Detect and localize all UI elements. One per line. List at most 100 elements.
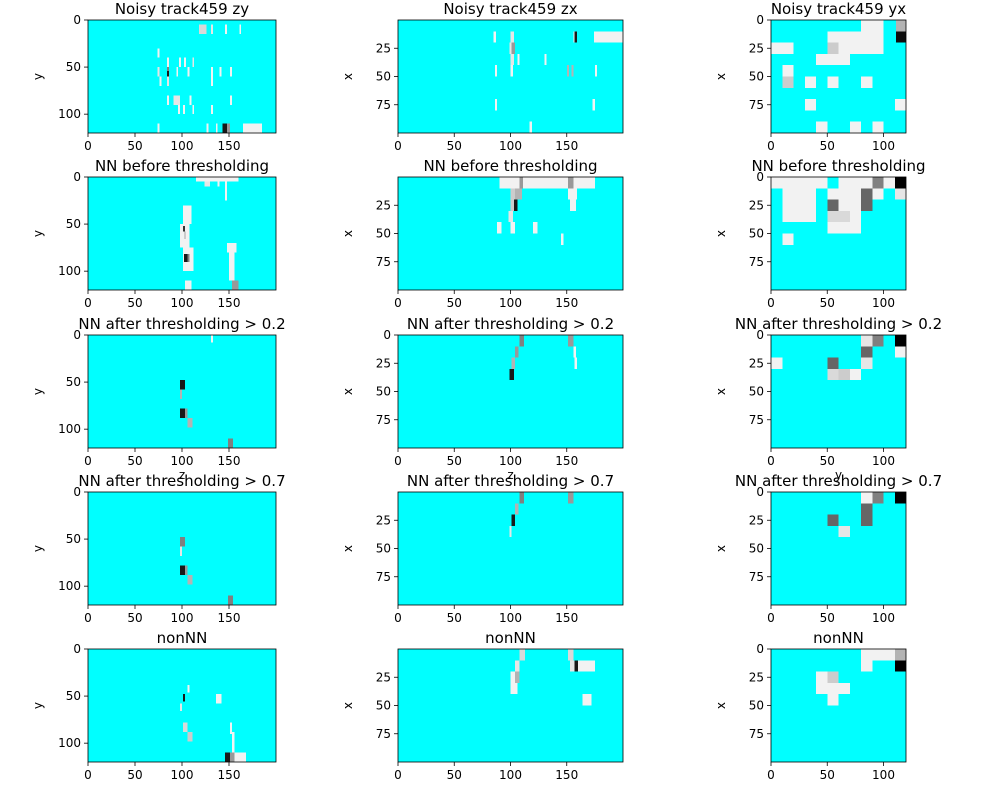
heatmap-cell bbox=[180, 389, 182, 400]
panel-title: NN after thresholding > 0.7 bbox=[78, 472, 285, 490]
heatmap-cell bbox=[215, 123, 218, 133]
heatmap-cell bbox=[510, 682, 518, 695]
heatmap-cell bbox=[180, 380, 185, 390]
y-tick-label: 0 bbox=[73, 13, 81, 27]
heatmap-cell bbox=[187, 254, 190, 262]
panel-title: Noisy track459 zy bbox=[115, 0, 249, 18]
heatmap-cell bbox=[215, 694, 222, 704]
heatmap-cells bbox=[180, 537, 233, 605]
heatmap-cell bbox=[179, 57, 182, 68]
heatmap-cell bbox=[196, 177, 239, 182]
x-tick-label: 150 bbox=[555, 139, 578, 153]
heatmap-cell bbox=[510, 222, 515, 234]
heatmap-cell bbox=[234, 752, 246, 762]
heatmap-cell bbox=[849, 368, 861, 381]
heatmap-cell bbox=[872, 177, 884, 189]
x-tick-label: 100 bbox=[499, 611, 522, 625]
panel-7: 0 50 100 150 0 50 100 NN after thresholding > 0… bbox=[31, 315, 286, 482]
heatmap-cell bbox=[499, 177, 595, 189]
panel-title: nonNN bbox=[157, 629, 208, 647]
heatmap-cell bbox=[187, 684, 190, 693]
y-tick-label: 25 bbox=[749, 356, 764, 370]
heatmap-cell bbox=[574, 31, 577, 43]
heatmap-cell bbox=[838, 210, 850, 223]
x-tick-label: 50 bbox=[447, 454, 462, 468]
x-tick-label: 50 bbox=[447, 768, 462, 782]
y-tick-label: 75 bbox=[749, 255, 764, 269]
panel-13: 0 50 100 150 0 50 100 nonNN y bbox=[31, 629, 277, 782]
heatmap-cell bbox=[872, 188, 884, 200]
heatmap-cell bbox=[838, 368, 850, 381]
heatmap-cell bbox=[838, 53, 850, 66]
y-tick-label: 50 bbox=[376, 227, 391, 241]
heatmap-cell bbox=[183, 57, 186, 68]
heatmap-cell bbox=[166, 70, 169, 77]
heatmap-cells bbox=[180, 335, 233, 448]
y-tick-label: 0 bbox=[383, 328, 391, 342]
heatmap-cell bbox=[782, 233, 794, 245]
panel-title: NN after thresholding > 0.7 bbox=[735, 472, 942, 490]
y-tick-label: 50 bbox=[376, 385, 391, 399]
panel-title: nonNN bbox=[485, 629, 536, 647]
x-tick-label: 50 bbox=[447, 611, 462, 625]
heatmap-cell bbox=[192, 57, 195, 68]
heatmap-cell bbox=[166, 57, 169, 68]
heatmap-cell bbox=[894, 346, 906, 358]
y-tick-label: 50 bbox=[749, 385, 764, 399]
heatmap-cell bbox=[494, 99, 497, 111]
y-axis-label: y bbox=[31, 230, 45, 237]
y-tick-label: 50 bbox=[66, 217, 81, 231]
heatmap-cell bbox=[861, 335, 873, 347]
heatmap-cell bbox=[567, 492, 574, 504]
heatmap-background bbox=[398, 492, 623, 605]
heatmap-cell bbox=[838, 177, 861, 189]
y-tick-label: 50 bbox=[749, 227, 764, 241]
heatmap-cell bbox=[180, 546, 182, 557]
panel-14: 0 50 100 150 25 50 75 nonNN x bbox=[341, 629, 624, 782]
x-tick-label: 50 bbox=[447, 139, 462, 153]
heatmap-cell bbox=[894, 99, 906, 111]
heatmap-cell bbox=[594, 65, 598, 77]
y-tick-label: 50 bbox=[376, 542, 391, 556]
x-tick-label: 0 bbox=[767, 611, 775, 625]
heatmap-cell bbox=[493, 31, 496, 43]
y-tick-label: 25 bbox=[749, 670, 764, 684]
heatmap-cell bbox=[515, 671, 520, 683]
heatmap-cell bbox=[515, 503, 519, 515]
heatmap-cell bbox=[192, 104, 195, 115]
heatmap-cells bbox=[816, 649, 906, 706]
heatmap-cells bbox=[180, 177, 239, 290]
heatmap-background bbox=[771, 335, 906, 448]
heatmap-cell bbox=[228, 595, 233, 605]
x-tick-label: 50 bbox=[820, 611, 835, 625]
heatmap-cell bbox=[159, 76, 162, 86]
y-tick-label: 100 bbox=[58, 736, 81, 750]
x-tick-label: 50 bbox=[820, 139, 835, 153]
y-tick-label: 75 bbox=[376, 98, 391, 112]
heatmap-cell bbox=[225, 752, 230, 762]
y-tick-label: 75 bbox=[376, 727, 391, 741]
heatmap-cell bbox=[511, 514, 515, 526]
y-tick-label: 75 bbox=[749, 727, 764, 741]
heatmap-cell bbox=[217, 181, 220, 187]
heatmap-cell bbox=[567, 177, 574, 189]
y-axis-label: x bbox=[341, 388, 355, 395]
y-axis-label: x bbox=[714, 545, 728, 552]
y-axis-label: y bbox=[31, 545, 45, 552]
heatmap-cell bbox=[515, 346, 519, 358]
x-tick-label: 150 bbox=[555, 454, 578, 468]
heatmap-cell bbox=[182, 694, 185, 702]
heatmap-cell bbox=[827, 694, 839, 706]
y-axis-label: y bbox=[31, 73, 45, 80]
y-axis-label: y bbox=[31, 388, 45, 395]
panel-6: 0 50 100 0 25 50 75 NN before thresholding x bbox=[714, 157, 926, 310]
x-tick-label: 0 bbox=[84, 139, 92, 153]
heatmap-background bbox=[771, 492, 906, 605]
y-tick-label: 25 bbox=[376, 198, 391, 212]
heatmap-cell bbox=[827, 514, 839, 526]
panel-title: NN before thresholding bbox=[423, 157, 597, 175]
heatmap-cell bbox=[515, 188, 522, 200]
y-tick-label: 75 bbox=[749, 413, 764, 427]
heatmap-cell bbox=[894, 492, 906, 504]
heatmap-cell bbox=[513, 199, 518, 211]
